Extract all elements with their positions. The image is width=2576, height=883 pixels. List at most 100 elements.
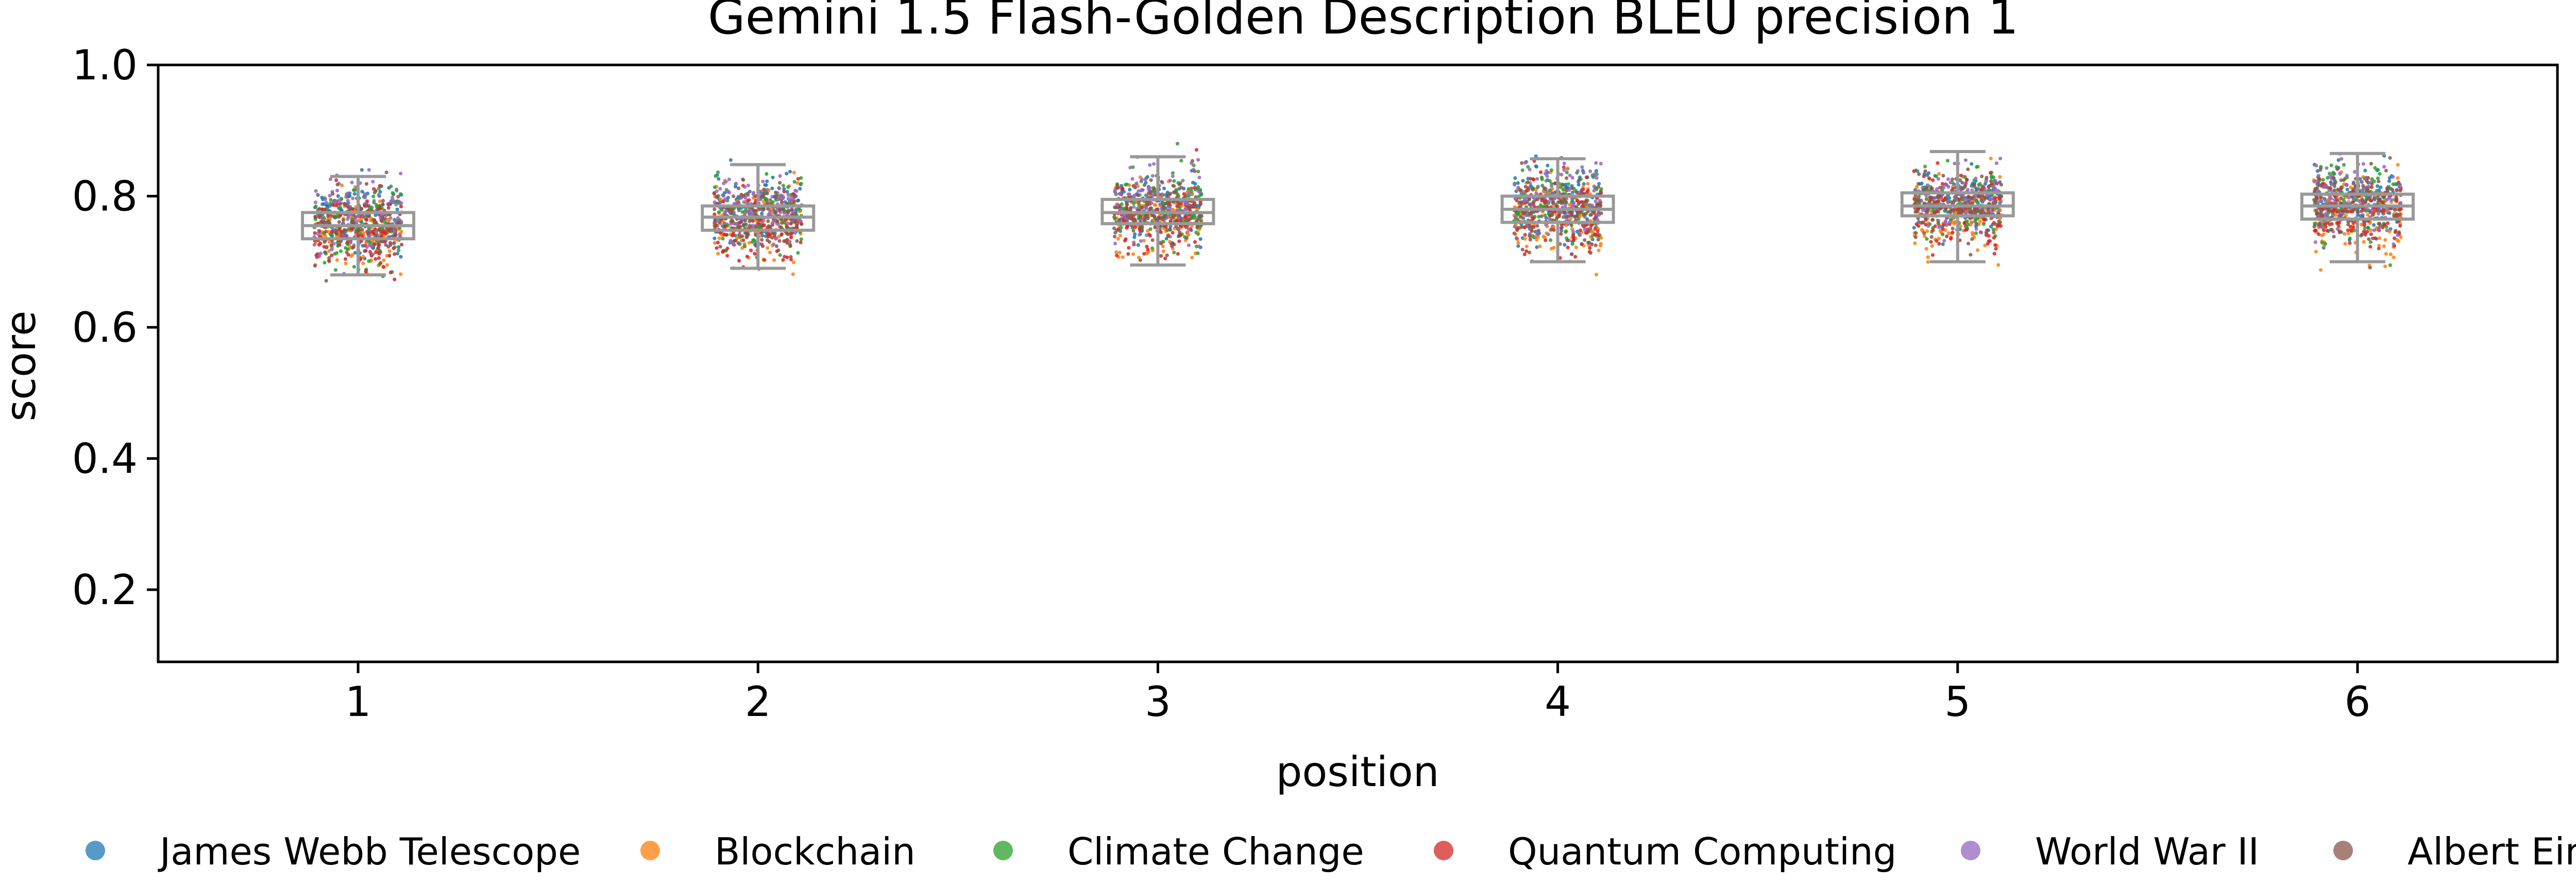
data-point xyxy=(1142,239,1146,243)
data-point xyxy=(1969,253,1973,257)
data-point xyxy=(2365,229,2369,234)
data-point xyxy=(314,204,318,209)
data-point xyxy=(2327,200,2331,204)
data-point xyxy=(1165,193,1170,197)
data-point xyxy=(782,211,786,215)
data-point xyxy=(354,220,359,224)
data-point xyxy=(1974,231,1978,236)
data-point xyxy=(1916,182,1921,186)
data-point xyxy=(1538,244,1542,248)
data-point xyxy=(1594,243,1598,247)
data-point xyxy=(1118,234,1123,238)
data-point xyxy=(2381,225,2385,229)
data-point xyxy=(1569,252,1573,256)
data-point xyxy=(2321,232,2326,237)
data-point xyxy=(2373,166,2377,170)
data-point xyxy=(1133,219,1138,223)
data-point xyxy=(355,229,360,234)
data-point xyxy=(2371,223,2376,227)
data-point xyxy=(2385,186,2389,190)
y-tick-label: 0.6 xyxy=(72,304,138,352)
data-point xyxy=(741,178,745,182)
data-point xyxy=(1126,192,1130,196)
data-point xyxy=(1515,212,1519,216)
data-point xyxy=(2382,200,2386,204)
data-point xyxy=(1535,245,1539,249)
data-point xyxy=(798,187,802,191)
data-point xyxy=(1562,188,1566,192)
data-point xyxy=(722,221,726,225)
data-point xyxy=(2385,189,2389,193)
data-point xyxy=(2368,245,2372,249)
y-tick-label: 0.4 xyxy=(72,435,138,483)
data-point xyxy=(1565,215,1569,219)
data-point xyxy=(1599,161,1603,166)
data-point xyxy=(772,258,776,262)
data-point xyxy=(2358,199,2362,203)
data-point xyxy=(1513,215,1517,219)
data-point xyxy=(746,184,750,188)
data-point xyxy=(1568,173,1572,177)
data-point xyxy=(2323,242,2327,246)
data-point xyxy=(748,219,752,224)
data-point xyxy=(1987,209,1991,213)
data-point xyxy=(715,189,719,193)
data-point xyxy=(1581,171,1586,175)
data-point xyxy=(1594,273,1599,277)
data-point xyxy=(778,181,782,185)
data-point xyxy=(1977,194,1981,198)
data-point xyxy=(1597,248,1601,253)
data-point xyxy=(1544,187,1548,191)
data-point xyxy=(1197,194,1201,198)
data-point xyxy=(799,222,804,226)
data-point xyxy=(350,246,354,250)
data-point xyxy=(398,234,402,238)
data-point xyxy=(747,198,751,202)
data-point xyxy=(1532,177,1536,182)
data-point xyxy=(1575,212,1580,216)
data-point xyxy=(2363,232,2367,237)
data-point xyxy=(367,168,371,172)
data-point xyxy=(1118,207,1122,211)
data-point xyxy=(2378,172,2382,176)
data-point xyxy=(1951,177,1955,181)
data-point xyxy=(1994,247,1998,251)
data-point xyxy=(330,253,334,258)
data-point xyxy=(1566,182,1570,186)
data-point xyxy=(364,270,368,274)
data-point xyxy=(2318,221,2322,225)
data-point xyxy=(715,224,719,228)
data-point xyxy=(1128,206,1133,210)
data-point xyxy=(1543,201,1547,205)
data-point xyxy=(2340,157,2344,161)
data-point xyxy=(386,245,391,249)
y-tick-label: 0.2 xyxy=(72,566,138,614)
data-point xyxy=(1588,226,1592,230)
data-point xyxy=(1161,205,1165,210)
scatter-points-layer xyxy=(312,142,2403,283)
data-point xyxy=(1936,221,1940,225)
data-point xyxy=(1190,187,1194,191)
data-point xyxy=(329,214,333,218)
data-point xyxy=(328,177,333,181)
data-point xyxy=(799,181,803,186)
data-point xyxy=(1598,203,1602,207)
data-point xyxy=(1118,192,1122,196)
data-point xyxy=(349,240,353,245)
data-point xyxy=(1143,178,1147,182)
data-point xyxy=(1968,207,1972,211)
data-point xyxy=(1541,235,1546,239)
data-point xyxy=(2389,198,2394,202)
data-point xyxy=(777,187,782,191)
data-point xyxy=(2382,165,2386,169)
data-point xyxy=(1183,207,1188,211)
data-point xyxy=(759,190,763,194)
data-point xyxy=(2345,188,2349,192)
data-point xyxy=(1168,206,1172,210)
data-point xyxy=(765,201,769,206)
data-point xyxy=(1524,244,1529,248)
data-point xyxy=(788,244,792,248)
data-point xyxy=(1993,243,1997,247)
data-point xyxy=(1933,224,1937,228)
data-point xyxy=(1575,229,1579,234)
